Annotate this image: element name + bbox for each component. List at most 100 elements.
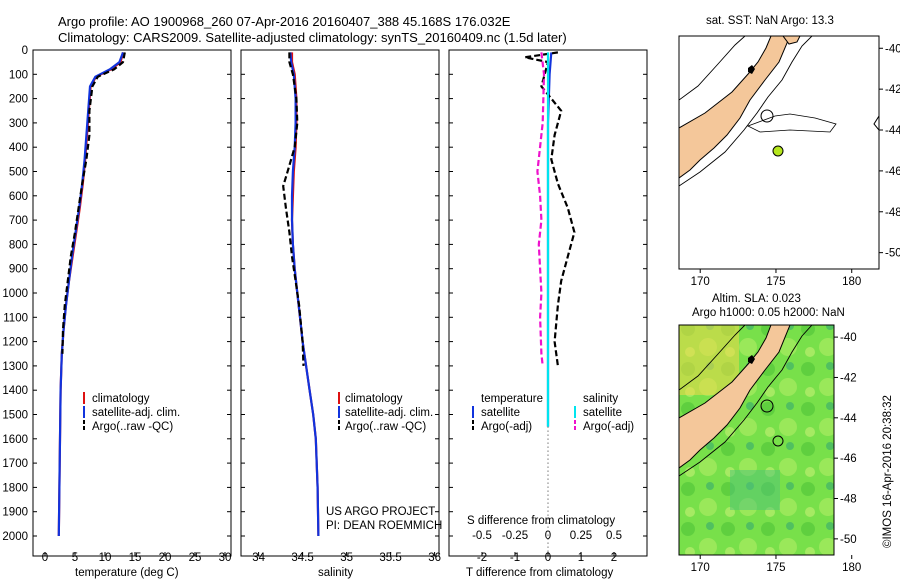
salinity-tick-label: 34 — [252, 552, 265, 564]
depth-tick-label: 1600 — [2, 434, 28, 446]
sla-map-lat-tick-label: -50 — [840, 534, 857, 546]
depth-tick-label: 300 — [9, 118, 28, 130]
south-island-land — [679, 325, 791, 469]
series-argo-raw-qc- — [61, 52, 126, 354]
difference-s-tick-label: 0 — [545, 530, 551, 542]
temperature-panel-frame — [32, 49, 232, 557]
temperature-tick-label: 20 — [159, 552, 172, 564]
project-note: US ARGO PROJECT — [326, 506, 435, 518]
sla-map-lat-tick-label: -44 — [840, 413, 857, 425]
depth-tick-label: 1900 — [2, 507, 28, 519]
salinity-panel-frame — [240, 49, 440, 557]
depth-tick-label: 400 — [9, 142, 28, 154]
sla-map-lon-tick-label: 175 — [766, 562, 785, 574]
sla-map-lat-tick-label: -42 — [840, 372, 857, 384]
isobath-contour — [679, 36, 813, 187]
coast-speck — [748, 355, 755, 364]
sla-map-title-2: Argo h1000: 0.05 h2000: NaN — [692, 307, 845, 319]
temperature-tick-label: 15 — [129, 552, 142, 564]
salinity-ticks: 34 34.5 35 35.5 36 — [252, 552, 441, 564]
legend-sal-title: salinity — [583, 393, 618, 405]
salinity-tick-label: 35 — [340, 552, 353, 564]
salinity-profile-lines — [282, 52, 320, 537]
south-island-land — [679, 36, 791, 179]
sla-map-lat-tick-label: -48 — [840, 494, 857, 506]
legend-label-climatology: climatology — [345, 393, 403, 405]
legend-label-argo: Argo(..raw -QC) — [345, 421, 426, 433]
depth-tick-label: 700 — [9, 215, 28, 227]
sst-map-lon-tick-label: 175 — [766, 276, 785, 288]
depth-tick-label: 0 — [22, 45, 28, 57]
difference-legend: temperature salinity satellite Argo(-adj… — [472, 393, 634, 433]
temperature-tick-label: 5 — [72, 552, 78, 564]
sst-map-ticks: -40 -42 -44 -46 -48 -50 170 175 180 — [691, 43, 900, 288]
title-line-1: Argo profile: AO 1900968_260 07-Apr-2016… — [58, 14, 511, 29]
difference-profile-lines — [523, 51, 576, 556]
sst-map-lon-tick-label: 170 — [691, 276, 710, 288]
temperature-legend: climatology satellite-adj. clim. Argo(..… — [83, 392, 180, 433]
argo-float-marker — [772, 435, 784, 447]
temperature-ticks: 0 5 10 15 20 25 30 — [42, 552, 232, 564]
depth-tick-label: 1700 — [2, 458, 28, 470]
depth-tick-label: 1200 — [2, 337, 28, 349]
depth-tick-label: 200 — [9, 94, 28, 106]
depth-tick-label: 2000 — [2, 531, 28, 543]
coast-speck — [748, 65, 755, 74]
isobath-contour — [679, 325, 813, 477]
title-line-2: Climatology: CARS2009. Satellite-adjuste… — [58, 30, 567, 45]
difference-t-tick-label: 0 — [545, 552, 551, 564]
difference-t-tick-label: -2 — [477, 552, 487, 564]
sla-map — [679, 325, 834, 555]
salinity-tick-label: 34.5 — [291, 552, 313, 564]
east-coast-fragment — [873, 115, 879, 131]
legend-label-argo: Argo(..raw -QC) — [92, 421, 173, 433]
depth-tick-label: 100 — [9, 69, 28, 81]
legend-label-climatology: climatology — [92, 393, 150, 405]
sst-map-lon-tick-label: 180 — [842, 276, 861, 288]
depth-tick-label: 1100 — [3, 312, 28, 324]
depth-axis: 0 100 200 300 400 500 600 700 800 900 1000 1100 1200… — [2, 45, 647, 543]
temperature-tick-label: 10 — [99, 552, 112, 564]
series-argo-raw-qc- — [282, 52, 305, 366]
series-temperature-argo-adj- — [523, 51, 576, 367]
north-island-land — [782, 36, 801, 45]
salinity-legend: climatology satellite-adj. clim. Argo(..… — [326, 392, 442, 532]
argo-float-marker — [772, 145, 784, 157]
sst-map-title: sat. SST: NaN Argo: 13.3 — [706, 15, 834, 27]
depth-tick-label: 1300 — [2, 361, 28, 373]
salinity-tick-label: 36 — [428, 552, 441, 564]
temperature-tick-label: 0 — [42, 552, 48, 564]
temperature-tick-label: 25 — [189, 552, 202, 564]
difference-top-label: S difference from climatology — [467, 515, 615, 527]
temperature-xlabel: temperature (deg C) — [75, 567, 179, 579]
legend-label-sal-argo: Argo(-adj) — [583, 421, 634, 433]
sla-map-lat-tick-label: -40 — [840, 332, 857, 344]
difference-t-tick-label: -1 — [510, 552, 520, 564]
difference-t-tick-label: 1 — [578, 552, 584, 564]
sla-map-lat-tick-label: -46 — [840, 453, 857, 465]
island-contour — [760, 399, 774, 413]
temperature-profile-lines — [57, 52, 126, 537]
legend-label-satellite: satellite-adj. clim. — [92, 407, 180, 419]
sst-map-lat-tick-label: -40 — [885, 43, 900, 55]
sst-map-lat-tick-label: -42 — [885, 84, 900, 96]
legend-label-temp-argo: Argo(-adj) — [481, 421, 532, 433]
shelf-contour-chatham — [746, 113, 837, 133]
depth-tick-label: 800 — [9, 239, 28, 251]
sla-map-lon-tick-label: 170 — [691, 562, 710, 574]
temperature-tick-label: 30 — [219, 552, 232, 564]
legend-temp-title: temperature — [481, 393, 543, 405]
sst-map-lat-tick-label: -46 — [885, 166, 900, 178]
sst-map-frame — [678, 35, 880, 270]
salinity-xlabel: salinity — [318, 567, 353, 579]
difference-s-tick-label: 0.25 — [570, 530, 592, 542]
depth-tick-label: 1800 — [2, 482, 28, 494]
pi-note: PI: DEAN ROEMMICH — [326, 520, 442, 532]
depth-tick-label: 600 — [9, 191, 28, 203]
series-satellite-adj-clim- — [289, 52, 320, 537]
depth-tick-label: 1000 — [2, 288, 28, 300]
difference-t-tick-label: 2 — [611, 552, 617, 564]
sst-map-lat-tick-label: -48 — [885, 207, 900, 219]
difference-ticks: -2 -1 0 1 2 -0.5 -0.25 0 0.25 0.5 — [472, 530, 622, 564]
